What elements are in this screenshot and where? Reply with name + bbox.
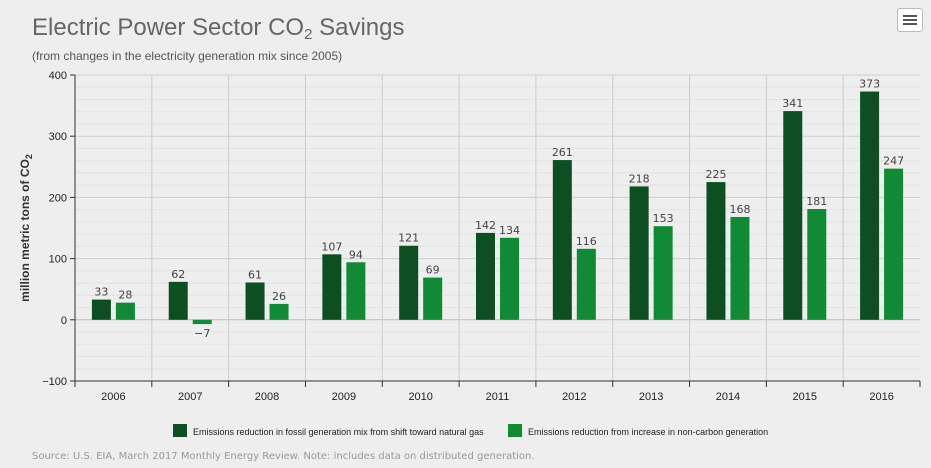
legend: Emissions reduction in fossil generation… — [173, 424, 768, 437]
bar-series-1-2008[interactable] — [245, 282, 265, 320]
value-label: 121 — [398, 232, 419, 245]
x-tick-label: 2010 — [408, 391, 432, 403]
x-tick-label: 2008 — [255, 391, 279, 403]
y-tick-label: 400 — [49, 70, 67, 82]
value-label: 94 — [349, 248, 363, 261]
bar-series-1-2009[interactable] — [322, 254, 342, 320]
chart-title: Electric Power Sector CO2 Savings — [32, 14, 405, 43]
bar-series-1-2015[interactable] — [783, 111, 803, 320]
chart-subtitle: (from changes in the electricity generat… — [32, 49, 343, 63]
bar-series-1-2007[interactable] — [168, 281, 188, 320]
bar-series-1-2016[interactable] — [860, 91, 880, 320]
source-note: Source: U.S. EIA, March 2017 Monthly Ene… — [32, 451, 535, 462]
value-label: 142 — [475, 219, 496, 232]
value-label: 168 — [729, 203, 750, 216]
bar-series-2-2006[interactable] — [115, 302, 135, 320]
x-tick-label: 2013 — [639, 391, 663, 403]
value-label: 116 — [576, 235, 597, 248]
value-label: 62 — [171, 268, 185, 281]
bar-series-1-2011[interactable] — [476, 232, 495, 320]
x-tick-label: 2009 — [332, 391, 356, 403]
bar-series-1-2006[interactable] — [91, 299, 111, 320]
menu-button[interactable] — [897, 8, 923, 32]
y-tick-label: 300 — [49, 131, 67, 143]
y-tick-label: 0 — [61, 315, 67, 327]
value-label: 341 — [782, 97, 803, 110]
value-label: 373 — [859, 78, 880, 91]
bar-series-2-2010[interactable] — [423, 277, 443, 320]
bar-series-1-2012[interactable] — [552, 160, 572, 320]
bar-series-2-2012[interactable] — [576, 248, 596, 320]
legend-swatch-series-1 — [173, 424, 187, 437]
bar-series-1-2010[interactable] — [399, 245, 419, 320]
value-label: 261 — [552, 146, 573, 159]
bar-series-2-2008[interactable] — [269, 303, 289, 320]
bar-series-2-2011[interactable] — [500, 237, 519, 320]
value-label: 61 — [248, 268, 262, 281]
value-label: 26 — [272, 290, 286, 303]
x-tick-label: 2006 — [101, 391, 125, 403]
axes — [70, 74, 921, 387]
value-label: −7 — [194, 327, 210, 340]
bar-series-1-2014[interactable] — [706, 182, 726, 320]
value-label: 28 — [118, 289, 132, 302]
bar-group — [91, 91, 904, 325]
value-label-group: 33 62 61 107 121 142 261 218 225 341 373 28 −7 26 94 69… — [94, 78, 904, 341]
value-label: 134 — [499, 224, 520, 237]
legend-label-series-2: Emissions reduction from increase in non… — [528, 427, 768, 437]
value-label: 69 — [426, 264, 440, 277]
x-tick-labels: 2006 2007 2008 2009 2010 2011 2012 2013 2014 2015… — [101, 391, 894, 403]
bar-series-2-2009[interactable] — [346, 262, 366, 320]
y-tick-label: −100 — [42, 376, 67, 388]
x-tick-label: 2014 — [716, 391, 740, 403]
bar-series-2-2016[interactable] — [884, 168, 904, 320]
minor-gridlines — [75, 86, 920, 370]
value-label: 153 — [653, 212, 674, 225]
value-label: 33 — [94, 286, 108, 299]
legend-label-series-1: Emissions reduction in fossil generation… — [193, 427, 484, 437]
x-tick-label: 2011 — [486, 391, 510, 403]
bar-series-2-2007[interactable] — [192, 319, 212, 325]
x-tick-label: 2015 — [793, 391, 817, 403]
value-label: 247 — [883, 155, 904, 168]
x-tick-label: 2012 — [562, 391, 586, 403]
y-tick-label: 200 — [49, 192, 67, 204]
value-label: 218 — [629, 172, 650, 185]
value-label: 225 — [705, 168, 726, 181]
legend-swatch-series-2 — [508, 424, 522, 437]
y-tick-labels: 400 300 200 100 0 −100 — [42, 70, 67, 388]
y-axis-label: million metric tons of CO2 — [18, 154, 34, 302]
x-tick-label: 2007 — [178, 391, 202, 403]
value-label: 107 — [321, 240, 342, 253]
x-tick-label: 2016 — [869, 391, 893, 403]
value-label: 181 — [806, 195, 827, 208]
bar-series-2-2014[interactable] — [730, 216, 750, 320]
category-dividers — [151, 75, 844, 381]
y-tick-label: 100 — [49, 254, 67, 266]
bar-series-2-2015[interactable] — [807, 209, 827, 320]
bar-series-1-2013[interactable] — [629, 186, 649, 320]
bar-series-2-2013[interactable] — [653, 226, 673, 320]
